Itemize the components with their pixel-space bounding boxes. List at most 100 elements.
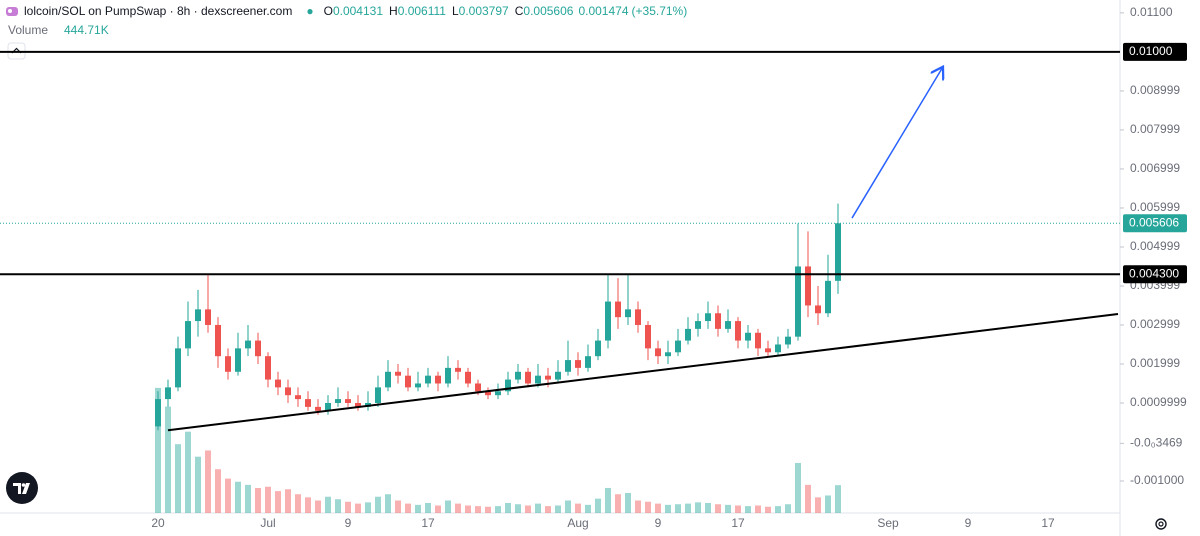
volume-bar	[515, 504, 521, 513]
candle-body	[425, 375, 431, 384]
x-tick-label: Jul	[260, 516, 275, 530]
y-tick-label: 0.01100	[1130, 5, 1173, 19]
last-price-box	[1123, 214, 1187, 233]
volume-bar	[835, 485, 841, 513]
candle-body	[505, 379, 511, 392]
candle-body	[685, 328, 691, 341]
volume-bar	[615, 494, 621, 513]
volume-bar	[745, 506, 751, 513]
projection-arrow	[851, 67, 943, 219]
ohlc-value: 0.005606	[523, 4, 573, 18]
y-tick-label: 0.008999	[1130, 83, 1180, 97]
volume-bar	[365, 502, 371, 513]
candle-body	[215, 324, 221, 357]
x-tick-label: 17	[731, 516, 745, 530]
y-tick-label: 0.007999	[1130, 122, 1180, 136]
candle-body	[375, 387, 381, 403]
x-tick-label: Aug	[567, 516, 588, 530]
tv-logo[interactable]	[6, 472, 38, 504]
volume-value: 444.71K	[64, 23, 109, 37]
candle-body	[415, 383, 421, 388]
volume-bar	[315, 500, 321, 513]
candle-body	[245, 340, 251, 349]
ohlc-label: H	[389, 4, 398, 18]
candle-body	[705, 313, 711, 322]
volume-bar	[425, 502, 431, 513]
candle-body	[255, 340, 261, 357]
volume-bar	[815, 497, 821, 513]
candle-body	[535, 375, 541, 384]
x-tick-label: 9	[965, 516, 972, 530]
ohlc-label: O	[324, 4, 333, 18]
ohlc-value: 0.004131	[333, 4, 383, 18]
volume-bar	[155, 387, 161, 513]
candle-body	[795, 266, 801, 337]
volume-bar	[375, 496, 381, 513]
candle-body	[175, 348, 181, 388]
header: lolcoin/SOL on PumpSwap · 8h · dexscreen…	[24, 4, 687, 18]
x-tick-label: Sep	[877, 516, 899, 530]
candle-body	[315, 406, 321, 411]
volume-bar	[475, 506, 481, 513]
y-tick-label: 0.001999	[1130, 356, 1180, 370]
title: lolcoin/SOL on PumpSwap · 8h · dexscreen…	[24, 4, 292, 18]
candle-body	[575, 360, 581, 368]
y-tick-label: 0.004999	[1130, 239, 1180, 253]
ohlc-value: 0.006111	[398, 4, 447, 18]
volume-bar	[485, 506, 491, 513]
candle-body	[745, 332, 751, 341]
volume-bar	[725, 504, 731, 513]
candle-body	[775, 344, 781, 353]
candle-body	[285, 387, 291, 396]
x-tick-label: 17	[421, 516, 435, 530]
volume-bar	[175, 444, 181, 513]
candle-body	[695, 321, 701, 329]
candle-body	[165, 387, 171, 400]
candle-body	[645, 324, 651, 349]
volume-bar	[805, 484, 811, 513]
volume-bar	[165, 406, 171, 513]
candle-body	[485, 391, 491, 396]
candle-body	[515, 371, 521, 380]
candle-body	[825, 280, 831, 314]
volume-bar	[645, 501, 651, 513]
candle-body	[605, 301, 611, 341]
volume-bar	[285, 489, 291, 513]
settings-icon[interactable]	[1155, 518, 1167, 530]
volume-bar	[385, 494, 391, 513]
volume-bar	[545, 506, 551, 513]
y-tick-label: -0.0₀3469	[1130, 436, 1183, 450]
trendline	[167, 313, 1119, 432]
candle-body	[565, 360, 571, 372]
candle-body	[325, 402, 331, 411]
volume-bar	[785, 504, 791, 513]
volume-bar	[765, 506, 771, 513]
volume-bar	[775, 506, 781, 513]
candle-body	[635, 309, 641, 325]
candle-body	[525, 371, 531, 384]
volume-bar	[625, 492, 631, 513]
candle-body	[765, 348, 771, 353]
candle-body	[735, 321, 741, 341]
candle-body	[495, 391, 501, 396]
volume-bar	[505, 502, 511, 513]
volume-bar	[255, 487, 261, 513]
candle-body	[475, 383, 481, 392]
ohlc-value: 0.003797	[459, 4, 509, 18]
volume-bar	[605, 487, 611, 513]
candle-body	[655, 348, 661, 357]
volume-bar	[295, 494, 301, 513]
y-tick-label: 0.0009999	[1130, 395, 1187, 409]
volume-bar	[415, 504, 421, 513]
volume-bar	[755, 505, 761, 513]
volume-bar	[325, 496, 331, 513]
candle-body	[335, 399, 341, 403]
candle-body	[355, 402, 361, 407]
volume-bar	[735, 505, 741, 513]
candle-body	[305, 399, 311, 407]
level-label-box	[1123, 265, 1187, 284]
candle-body	[275, 379, 281, 388]
volume-bar	[525, 505, 531, 513]
change-value: 0.001474	[578, 4, 628, 18]
